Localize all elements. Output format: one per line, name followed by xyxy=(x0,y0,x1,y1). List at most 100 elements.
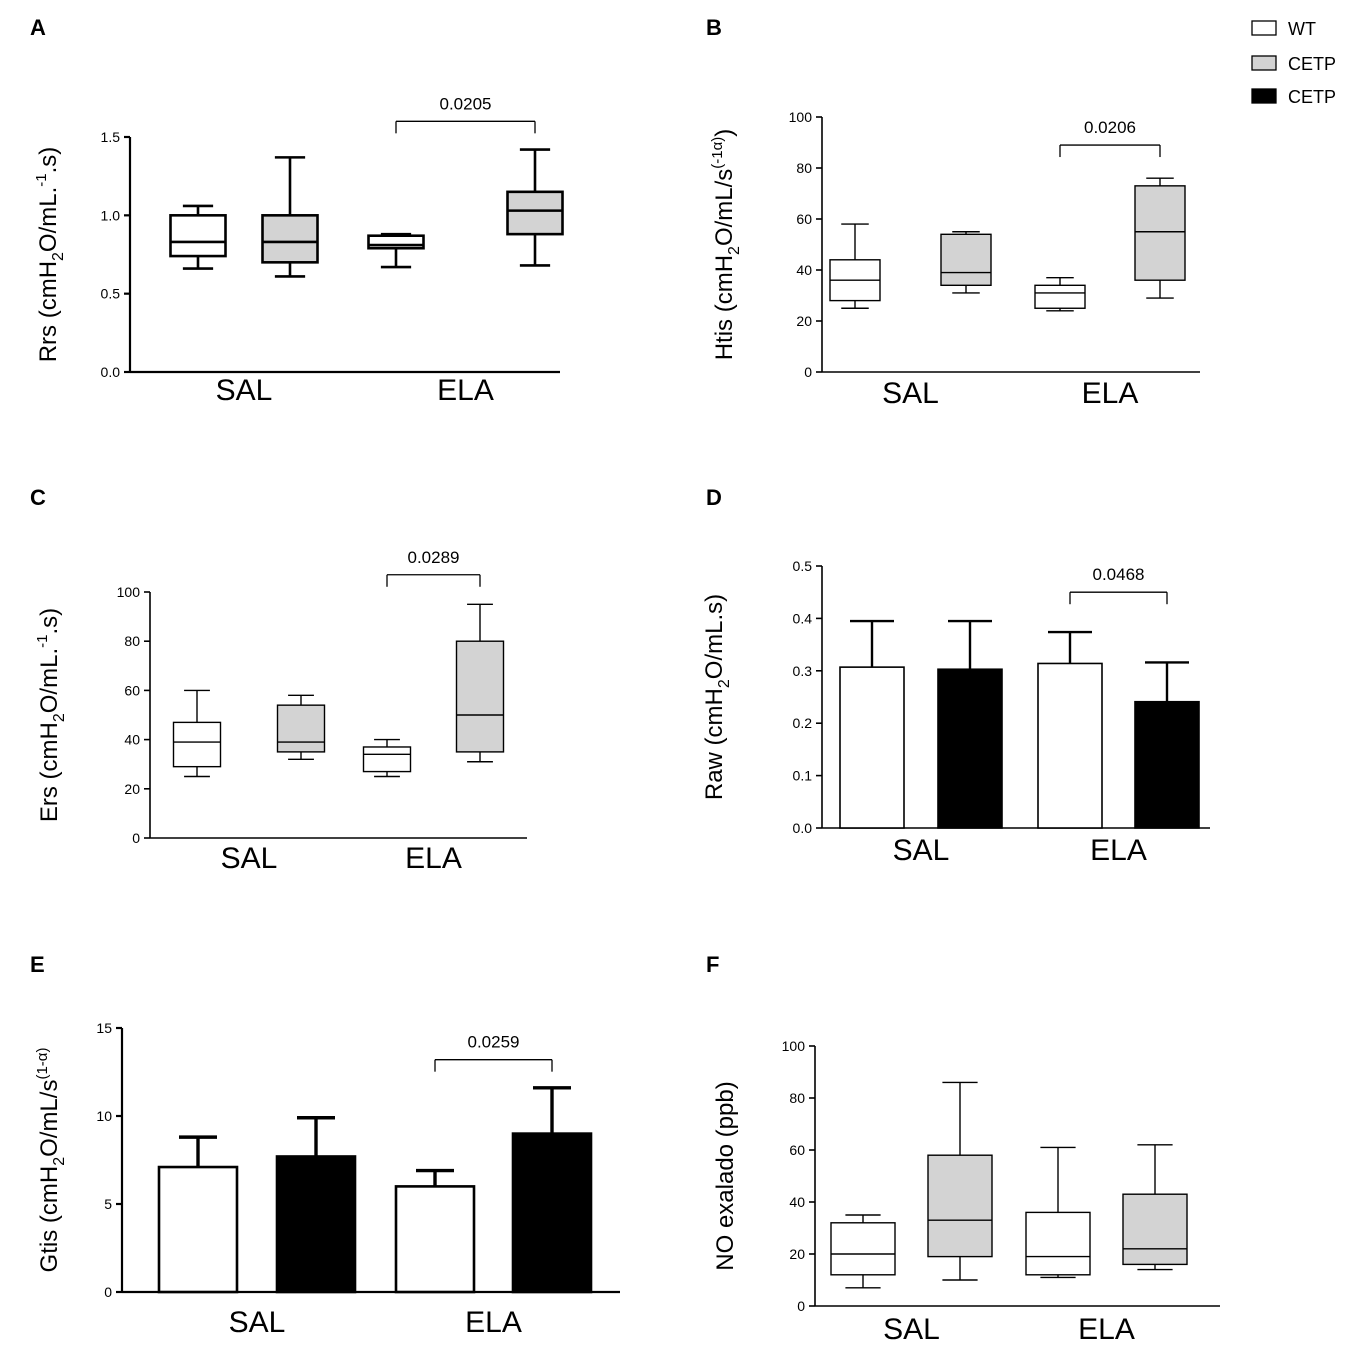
y-tick-label: 0.5 xyxy=(793,558,813,574)
legend-swatch-wt xyxy=(1251,20,1277,36)
category-label-ela: ELA xyxy=(465,1306,522,1339)
panel-label: D xyxy=(706,485,722,510)
panel-label: A xyxy=(30,15,46,40)
y-axis-label-part: .s) xyxy=(36,608,63,635)
box-wt-sal xyxy=(169,204,227,270)
bar xyxy=(511,1132,593,1294)
category-label-sal: SAL xyxy=(882,377,939,410)
y-tick-label: 100 xyxy=(117,584,141,600)
bar xyxy=(937,668,1003,829)
y-axis-label-part: 2 xyxy=(50,252,67,261)
y-axis-label-part: -1 xyxy=(33,173,50,186)
y-axis-label-part: Raw (cmH xyxy=(701,688,728,800)
box-iqr xyxy=(1034,284,1086,309)
bar-cetp-sal xyxy=(275,1116,357,1294)
y-axis-label: Rrs (cmH2O/mL.-1.s) xyxy=(33,147,67,363)
legend: WT CETP CETP xyxy=(1251,19,1336,107)
significance-bracket: 0.0468 xyxy=(1069,565,1168,605)
panel-f: F 0 20 40 60 80 100 SAL ELA NO exalado (ppb) xyxy=(706,952,1220,1346)
y-tick-label: 0 xyxy=(797,1298,805,1314)
box-iqr xyxy=(1134,185,1186,281)
significance-bracket: 0.0289 xyxy=(386,548,481,587)
y-axis-label-part: NO exalado (ppb) xyxy=(712,1081,739,1270)
y-axis-label-part: Rrs (cmH xyxy=(35,261,62,362)
box-wt-ela xyxy=(362,738,412,778)
category-label-sal: SAL xyxy=(221,842,278,875)
box-iqr xyxy=(830,1222,896,1276)
legend-label-cetp-black: CETP xyxy=(1288,87,1336,107)
bar xyxy=(394,1185,476,1294)
box-iqr xyxy=(169,214,227,258)
y-tick-label: 40 xyxy=(796,262,812,278)
panel-label: E xyxy=(30,952,45,977)
significance-bracket: 0.0205 xyxy=(395,94,536,134)
y-axis-label-part: O/mL. xyxy=(35,187,62,252)
y-axis-label-part: 2 xyxy=(51,713,68,722)
y-axis-label-part: ) xyxy=(711,129,738,137)
bar xyxy=(839,666,905,829)
box-cetp-sal xyxy=(940,231,992,294)
y-tick-label: 0 xyxy=(132,830,140,846)
y-axis-label-part: Ers (cmH xyxy=(36,722,63,822)
y-tick-label: 5 xyxy=(104,1196,112,1212)
bar xyxy=(275,1155,357,1294)
box-iqr xyxy=(940,233,992,287)
y-tick-label: 40 xyxy=(789,1194,805,1210)
y-axis-label-part: O/mL/s xyxy=(36,1080,63,1157)
y-tick-label: 100 xyxy=(782,1038,806,1054)
y-tick-label: 40 xyxy=(124,732,140,748)
category-label-ela: ELA xyxy=(437,374,494,407)
legend-swatch-cetp-gray xyxy=(1251,55,1277,71)
bar xyxy=(1037,662,1103,829)
bar-wt-sal xyxy=(157,1135,239,1294)
y-tick-label: 60 xyxy=(124,682,140,698)
box-iqr xyxy=(261,214,319,264)
y-axis-label-part: Htis (cmH xyxy=(711,255,738,360)
box-cetp-ela xyxy=(1122,1144,1188,1271)
box-iqr xyxy=(1025,1211,1091,1276)
box-iqr xyxy=(455,640,505,753)
panel-a: A 0.0 0.5 1.0 1.5 SAL ELA Rrs (cmH2O/mL.-1.s) 0.… xyxy=(30,15,564,407)
category-label-ela: ELA xyxy=(1090,834,1147,867)
category-label-sal: SAL xyxy=(229,1306,286,1339)
box-cetp-ela xyxy=(506,148,564,267)
y-tick-label: 0.0 xyxy=(793,820,813,836)
bar-wt-ela xyxy=(394,1168,476,1294)
category-label-sal: SAL xyxy=(883,1313,940,1346)
significance-bracket: 0.0206 xyxy=(1059,118,1161,158)
y-tick-label: 0 xyxy=(104,1284,112,1300)
y-tick-label: 0.5 xyxy=(101,286,121,302)
box-wt-sal xyxy=(829,223,881,309)
y-axis-label: NO exalado (ppb) xyxy=(712,1081,739,1270)
box-cetp-ela xyxy=(455,603,505,763)
y-tick-label: 1.0 xyxy=(101,207,121,223)
box-cetp-sal xyxy=(276,694,326,760)
box-iqr xyxy=(506,190,564,236)
category-label-ela: ELA xyxy=(1078,1313,1135,1346)
y-axis-label-part: 2 xyxy=(726,246,743,255)
category-label-sal: SAL xyxy=(893,834,950,867)
y-tick-label: 20 xyxy=(124,781,140,797)
box-cetp-sal xyxy=(927,1081,993,1281)
box-iqr xyxy=(927,1154,993,1258)
panel-label: F xyxy=(706,952,719,977)
y-axis-label-part: .s) xyxy=(35,147,62,174)
y-tick-label: 0.2 xyxy=(793,715,813,731)
y-axis-label-part: O/mL. xyxy=(36,648,63,713)
y-tick-label: 20 xyxy=(796,313,812,329)
y-axis-label: Raw (cmH2O/mL.s) xyxy=(701,594,733,800)
p-value-label: 0.0206 xyxy=(1084,118,1136,137)
y-tick-label: 80 xyxy=(796,160,812,176)
y-tick-label: 0.1 xyxy=(793,768,813,784)
y-axis-label-part: Gtis (cmH xyxy=(36,1166,63,1273)
significance-bracket: 0.0259 xyxy=(434,1033,553,1072)
y-tick-label: 60 xyxy=(796,211,812,227)
box-wt-sal xyxy=(830,1214,896,1289)
bar xyxy=(157,1165,239,1294)
box-wt-sal xyxy=(172,689,222,778)
legend-label-wt: WT xyxy=(1288,19,1316,39)
p-value-label: 0.0259 xyxy=(468,1033,520,1052)
y-axis-label: Gtis (cmH2O/mL/s(1-α) xyxy=(34,1048,68,1273)
bar-wt-sal xyxy=(839,619,905,829)
